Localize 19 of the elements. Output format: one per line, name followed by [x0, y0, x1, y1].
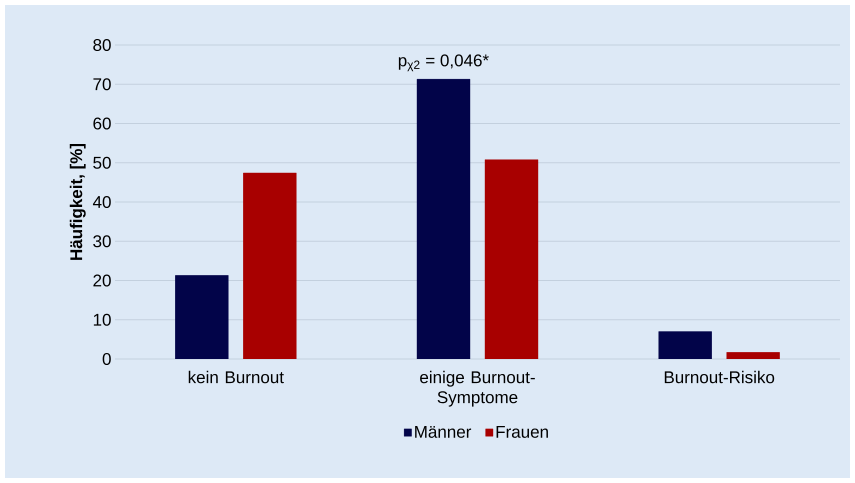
y-axis-title: Häufigkeit, [%]: [70, 144, 86, 260]
y-tick-label: 80: [93, 38, 111, 52]
legend-label: Männer: [415, 426, 472, 438]
bar: [416, 78, 470, 359]
y-tick-label: 30: [93, 235, 111, 248]
y-tick-label: 10: [94, 314, 111, 326]
x-tick-label: kein Burnout: [188, 370, 284, 384]
y-tick-label: 40: [92, 196, 111, 208]
y-tick-label: 0: [102, 352, 111, 366]
x-tick-label: Burnout-Risiko: [664, 370, 774, 384]
y-tick-label: 20: [93, 274, 111, 287]
y-tick-label: 60: [93, 117, 111, 130]
bar: [175, 275, 229, 359]
bar: [658, 331, 712, 359]
annotation: p$_{χ2}$ = 0,046*: [398, 54, 489, 72]
y-tick-label: 70: [93, 78, 111, 90]
y-tick-label: 50: [93, 156, 111, 169]
legend-label: Frauen: [496, 426, 548, 438]
x-tick-label: einige Burnout-Symptome: [420, 370, 535, 407]
